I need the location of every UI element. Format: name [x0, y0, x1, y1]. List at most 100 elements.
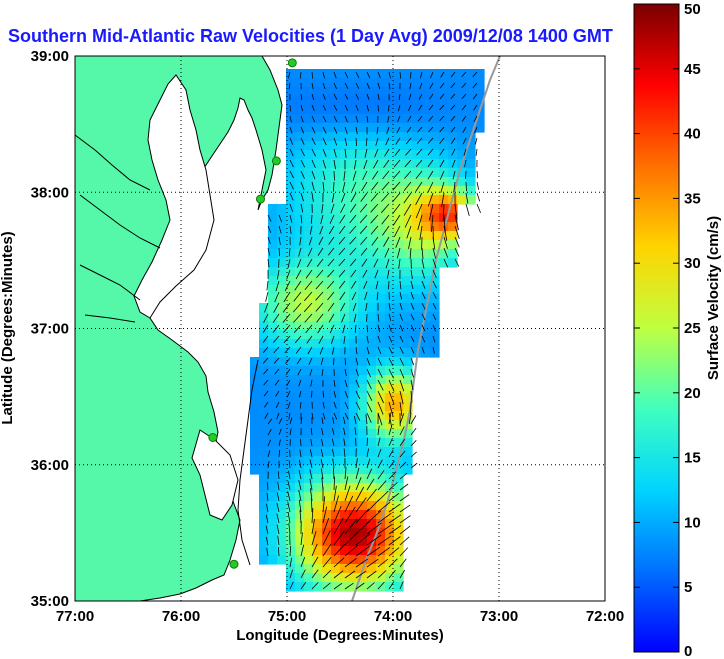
velocity-vector [311, 556, 319, 568]
velocity-cell [304, 519, 314, 529]
velocity-vector [288, 460, 291, 469]
velocity-cell [340, 573, 350, 583]
velocity-cell [295, 285, 305, 295]
velocity-cell [403, 384, 413, 394]
velocity-cell [313, 69, 323, 79]
velocity-cell [295, 222, 305, 232]
velocity-cell [358, 177, 368, 187]
velocity-cell [403, 447, 413, 457]
velocity-cell [421, 258, 431, 268]
velocity-cell [349, 141, 359, 151]
velocity-cell [340, 132, 350, 142]
velocity-cell [385, 177, 395, 187]
velocity-vector [319, 225, 324, 235]
velocity-cell [277, 402, 287, 412]
velocity-cell [403, 114, 413, 124]
velocity-vector [311, 531, 317, 546]
velocity-cell [304, 267, 314, 277]
velocity-cell [466, 150, 476, 160]
velocity-vector [320, 468, 324, 480]
velocity-cell [322, 267, 332, 277]
velocity-cell [268, 402, 278, 412]
velocity-vector [300, 115, 304, 123]
velocity-vector [430, 71, 434, 79]
velocity-cell [385, 483, 395, 493]
velocity-cell [340, 87, 350, 97]
velocity-vector [288, 470, 291, 480]
velocity-vector [354, 159, 357, 170]
velocity-cell [313, 249, 323, 259]
velocity-cell [304, 366, 314, 376]
velocity-cell [430, 330, 440, 340]
velocity-cell [322, 168, 332, 178]
velocity-cell [313, 204, 323, 214]
velocity-vector [410, 427, 417, 436]
velocity-cell [466, 159, 476, 169]
velocity-vector [473, 104, 478, 111]
velocity-cell [340, 177, 350, 187]
velocity-vector [399, 413, 405, 425]
velocity-vector [311, 519, 315, 535]
velocity-vector [366, 558, 379, 568]
velocity-cell [358, 438, 368, 448]
velocity-vector [474, 126, 478, 134]
velocity-cell [376, 294, 386, 304]
velocity-cell [367, 420, 377, 430]
velocity-vector [289, 148, 294, 157]
chesapeake-bay [133, 74, 215, 319]
velocity-cell [322, 186, 332, 196]
velocity-cell [250, 429, 260, 439]
velocity-cell [322, 114, 332, 124]
radar-station-marker [229, 559, 239, 569]
velocity-vector [309, 459, 313, 469]
velocity-vector [344, 368, 347, 377]
velocity-cell [295, 303, 305, 313]
velocity-vector [399, 504, 411, 513]
velocity-cell [295, 78, 305, 88]
velocity-cell [304, 105, 314, 115]
velocity-cell [394, 285, 404, 295]
velocity-vector [476, 170, 479, 179]
velocity-vector [282, 302, 291, 313]
velocity-vector [366, 379, 372, 390]
velocity-vector [432, 302, 437, 310]
velocity-vector [410, 335, 415, 343]
velocity-cell [457, 177, 467, 187]
y-tick-label: 35:00 [31, 593, 69, 610]
velocity-vector [311, 159, 316, 169]
velocity-cell [385, 537, 395, 547]
velocity-cell [286, 528, 296, 538]
velocity-vector [333, 379, 336, 387]
velocity-vector [408, 236, 412, 249]
velocity-cell [358, 87, 368, 97]
velocity-vector [366, 534, 382, 546]
velocity-cell [358, 375, 368, 385]
velocity-vector [398, 258, 401, 269]
velocity-cell [448, 204, 458, 214]
velocity-cell [376, 285, 386, 295]
velocity-vector [399, 525, 411, 535]
velocity-cell [259, 366, 269, 376]
velocity-vector [421, 291, 426, 300]
velocity-vector [364, 148, 368, 158]
velocity-cell [376, 474, 386, 484]
velocity-cell [394, 195, 404, 205]
velocity-cell [277, 348, 287, 358]
velocity-vector [327, 302, 335, 312]
velocity-vector [399, 438, 405, 447]
velocity-vector [328, 313, 335, 323]
velocity-vector [309, 469, 313, 480]
velocity-vector [333, 570, 344, 579]
velocity-vector [443, 225, 448, 241]
velocity-vector [408, 93, 412, 101]
velocity-cell [322, 474, 332, 484]
velocity-cell [340, 546, 350, 556]
velocity-cell [376, 402, 386, 412]
velocity-cell [286, 231, 296, 241]
velocity-vector [333, 104, 338, 111]
velocity-cell [259, 429, 269, 439]
velocity-vector [309, 449, 313, 458]
velocity-vector [377, 448, 382, 458]
velocity-cell [295, 555, 305, 565]
velocity-cell [475, 87, 485, 97]
